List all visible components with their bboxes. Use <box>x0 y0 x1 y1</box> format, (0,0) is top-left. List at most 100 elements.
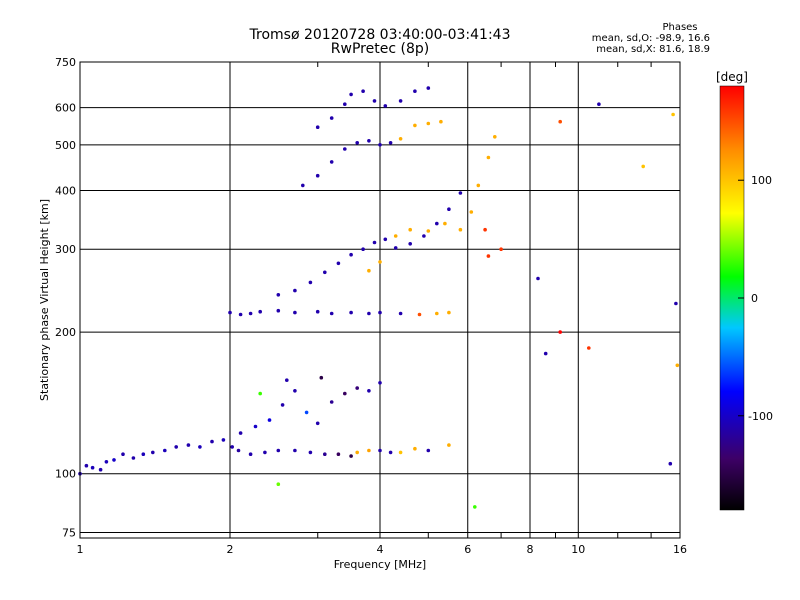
data-point <box>383 237 388 242</box>
data-point <box>398 99 403 103</box>
data-point <box>329 400 334 404</box>
data-point <box>323 270 327 275</box>
data-point <box>378 310 382 315</box>
colorbar-label: [deg] <box>716 70 748 84</box>
data-point <box>253 424 258 429</box>
data-point <box>230 445 234 449</box>
data-point <box>228 310 232 315</box>
data-point <box>336 261 341 266</box>
data-point <box>378 448 382 453</box>
data-point <box>469 210 474 214</box>
data-point <box>349 310 353 315</box>
data-point <box>349 92 353 97</box>
data-point <box>263 450 267 455</box>
data-point <box>323 452 327 457</box>
colorbar-tick-label: 100 <box>751 174 772 187</box>
colorbar-tick-label: -100 <box>748 410 773 423</box>
data-point <box>186 443 191 447</box>
data-point <box>476 183 481 188</box>
data-point <box>319 375 324 380</box>
data-point <box>367 448 371 453</box>
data-point <box>422 234 426 238</box>
data-point <box>367 389 371 393</box>
data-point <box>447 310 451 315</box>
data-point <box>285 378 289 383</box>
data-point <box>378 143 382 147</box>
data-point <box>151 450 155 455</box>
data-point <box>398 450 403 455</box>
data-point <box>435 311 439 316</box>
y-tick-label: 750 <box>55 56 76 69</box>
data-point <box>675 363 680 368</box>
y-tick-label: 400 <box>55 184 76 197</box>
data-point <box>349 454 353 458</box>
data-point <box>458 191 463 195</box>
data-point <box>668 461 673 466</box>
plot-frame <box>79 61 681 539</box>
data-point <box>597 102 601 106</box>
data-point <box>336 452 341 457</box>
data-point <box>388 141 393 145</box>
chart-title: Tromsø 20120728 03:40:00-03:41:43 <box>249 27 511 43</box>
x-tick-label: 16 <box>673 543 687 556</box>
data-point <box>367 139 371 143</box>
data-point <box>280 403 285 407</box>
data-point <box>163 448 167 453</box>
data-point <box>439 119 443 124</box>
data-point <box>141 452 146 457</box>
data-point <box>367 268 371 273</box>
data-point <box>413 123 417 128</box>
data-point <box>343 391 347 396</box>
grid <box>80 62 680 538</box>
data-point <box>443 221 447 226</box>
chart-subtitle: RwPretec (8p) <box>330 41 430 57</box>
y-tick-label: 75 <box>62 526 76 539</box>
data-point <box>486 155 491 160</box>
x-tick-label: 4 <box>377 543 384 556</box>
data-point <box>408 227 413 232</box>
data-point <box>276 293 281 297</box>
data-point <box>383 104 388 108</box>
data-point <box>499 247 503 251</box>
y-axis-label: Stationary phase Virtual Height [km] <box>38 199 51 401</box>
data-point <box>349 252 353 257</box>
data-point <box>258 309 263 314</box>
data-point <box>174 445 178 449</box>
data-point <box>398 137 403 141</box>
data-point <box>417 312 422 317</box>
data-point <box>104 460 109 464</box>
data-point <box>258 391 263 396</box>
colorbar-tick-label: 0 <box>751 292 758 305</box>
data-point <box>276 448 281 453</box>
y-tick-label: 100 <box>55 468 76 481</box>
data-point <box>236 448 241 453</box>
data-point <box>378 260 382 264</box>
data-point <box>447 207 451 211</box>
x-tick-label: 8 <box>527 543 534 556</box>
data-point <box>378 381 382 385</box>
x-tick-label: 6 <box>464 543 471 556</box>
axes: 1 2 4 6 8 10 16 75 100 200 300 400 500 600 750 Frequenc… <box>38 56 687 571</box>
data-point <box>361 247 365 251</box>
data-point <box>426 121 431 126</box>
data-point <box>361 89 365 93</box>
x-tick-label: 2 <box>227 543 234 556</box>
data-point <box>210 439 214 444</box>
data-point <box>112 458 116 462</box>
data-point <box>315 173 320 178</box>
data-points <box>78 86 680 509</box>
phases-o-mode: mean, sd,O: -98.9, 16.6 <box>591 33 710 44</box>
data-point <box>372 240 377 245</box>
data-point <box>238 312 243 317</box>
data-point <box>458 227 463 232</box>
data-point <box>293 288 297 293</box>
x-tick-label: 1 <box>77 543 84 556</box>
data-point <box>304 410 309 415</box>
data-point <box>329 116 334 120</box>
data-point <box>293 448 297 453</box>
data-point <box>587 346 591 350</box>
y-tick-label: 500 <box>55 139 76 152</box>
data-point <box>315 309 320 314</box>
data-point <box>393 246 398 250</box>
data-point <box>372 99 377 103</box>
